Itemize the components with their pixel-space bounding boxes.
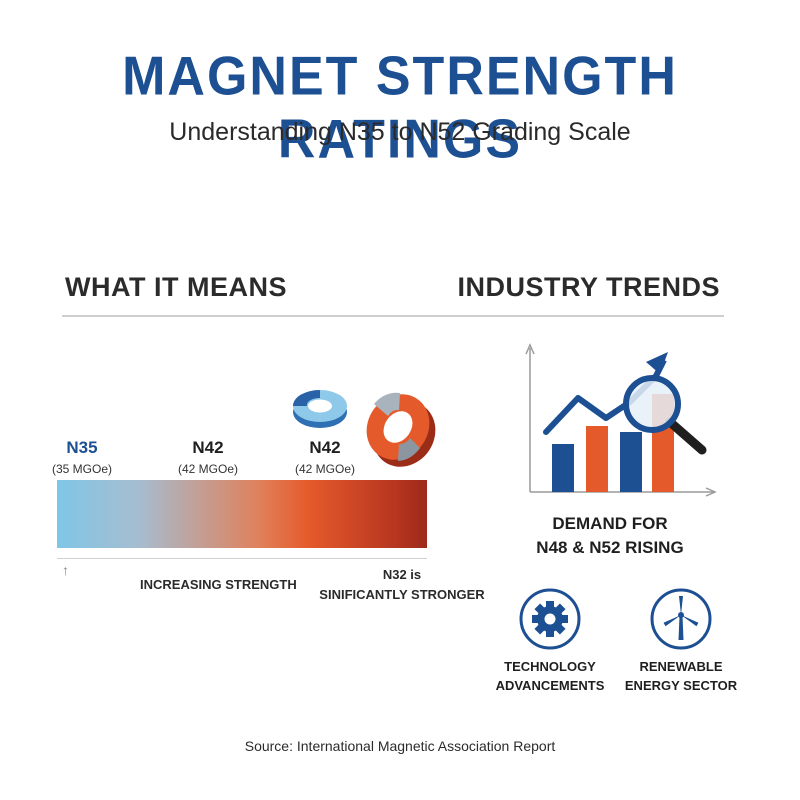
- strength-gradient-bar: [57, 480, 427, 548]
- stronger-note-line2: SINIFICANTLY STRONGER: [319, 587, 485, 602]
- industry-trends-heading: INDUSTRY TRENDS: [457, 272, 720, 302]
- rising-bar-chart-with-magnifier-icon: [525, 343, 717, 497]
- wind-turbine-icon: [650, 588, 712, 650]
- page-title: MAGNET STRENGTH RATINGS: [122, 46, 678, 170]
- stronger-note-line1: N32 is: [382, 567, 422, 582]
- large-horseshoe-magnet-icon: [366, 392, 436, 467]
- source-citation: Source: International Magnetic Associati…: [244, 738, 556, 754]
- grade-n42-second-value: (42 MGOe): [294, 462, 355, 476]
- stronger-note: N32 is SINIFICANTLY STRONGER: [318, 565, 486, 605]
- grade-n35-label: N35: [66, 438, 98, 457]
- grade-n35-value: (35 MGOe): [51, 462, 112, 476]
- sector-tech-line1: TECHNOLOGY: [504, 659, 596, 674]
- increasing-strength-label: INCREASING STRENGTH: [140, 577, 297, 592]
- arrow-up-icon: ↑: [62, 562, 69, 578]
- technology-advancements-label: TECHNOLOGY ADVANCEMENTS: [475, 657, 625, 695]
- sector-energy-line1: RENEWABLE: [639, 659, 723, 674]
- demand-line2: N48 & N52 RISING: [536, 538, 684, 557]
- grade-n42-first: N42 (42 MGOe): [153, 438, 263, 476]
- gear-icon: [519, 588, 581, 650]
- sector-energy-line2: ENERGY SECTOR: [624, 678, 738, 693]
- demand-line1: DEMAND FOR: [552, 514, 668, 533]
- demand-rising-label: DEMAND FOR N48 & N52 RISING: [520, 512, 700, 560]
- grade-n42-first-value: (42 MGOe): [177, 462, 238, 476]
- grade-n35: N35 (35 MGOe): [27, 438, 137, 476]
- grade-n42-first-label: N42: [192, 438, 224, 457]
- what-it-means-heading: WHAT IT MEANS: [65, 272, 287, 302]
- grade-n42-second-label: N42: [309, 438, 341, 457]
- section-divider: [62, 315, 724, 317]
- renewable-energy-label: RENEWABLE ENERGY SECTOR: [606, 657, 756, 695]
- sector-tech-line2: ADVANCEMENTS: [495, 678, 605, 693]
- scale-baseline: [57, 558, 427, 559]
- small-ring-magnet-icon: [293, 390, 347, 428]
- page-subtitle: Understanding N35 to N52 Grading Scale: [169, 118, 631, 146]
- grade-n42-second: N42 (42 MGOe): [270, 438, 380, 476]
